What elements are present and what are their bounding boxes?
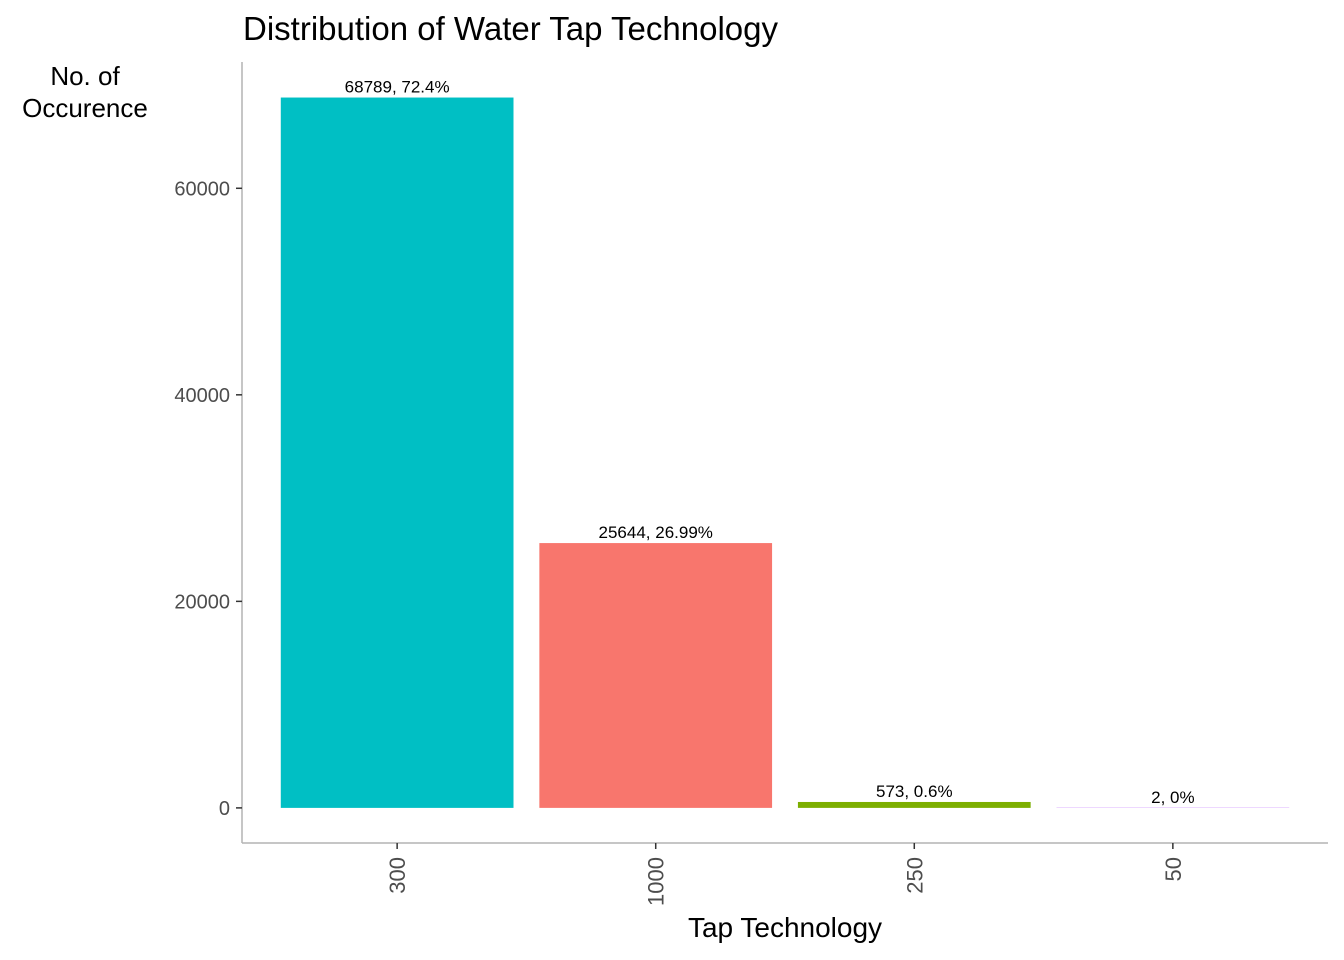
- chart-title: Distribution of Water Tap Technology: [243, 10, 779, 47]
- y-axis-title-line-1: No. of: [50, 61, 120, 91]
- axes-group: 0 20000 40000 60000 300 1000 250 50: [174, 62, 1328, 906]
- x-tick-label: 50: [1161, 857, 1186, 881]
- x-tick-label: 300: [385, 857, 410, 894]
- data-label-50: 2, 0%: [1151, 788, 1194, 807]
- x-tick-label: 250: [902, 857, 927, 894]
- x-axis-title: Tap Technology: [687, 912, 883, 943]
- y-axis-title: No. of Occurence: [10, 60, 160, 124]
- x-tick-label: 1000: [644, 857, 669, 906]
- labels-group: 68789, 72.4% 25644, 26.99% 573, 0.6% 2, 0%: [345, 78, 1195, 807]
- bars-group: [280, 97, 1290, 808]
- data-label-300: 68789, 72.4%: [345, 78, 450, 97]
- y-tick-label: 0: [219, 798, 230, 820]
- y-axis-title-line-2: Occurence: [22, 93, 148, 123]
- data-label-1000: 25644, 26.99%: [599, 523, 713, 542]
- y-tick-label: 20000: [174, 591, 230, 613]
- bar-250: [797, 801, 1031, 808]
- y-tick-label: 40000: [174, 385, 230, 407]
- y-tick-label: 60000: [174, 178, 230, 200]
- bar-1000: [539, 543, 773, 808]
- data-label-250: 573, 0.6%: [876, 782, 953, 801]
- bar-300: [280, 97, 514, 808]
